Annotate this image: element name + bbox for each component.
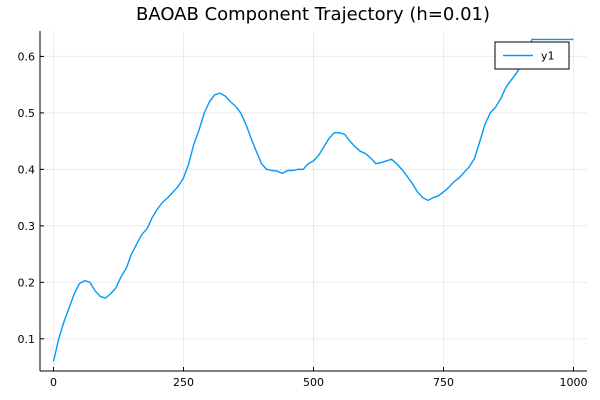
y-tick-label: 0.2 [18,276,36,289]
x-tick-label: 750 [433,376,454,389]
y-tick-label: 0.5 [18,107,36,120]
x-tick-label: 1000 [559,376,587,389]
x-tick-label: 500 [303,376,324,389]
chart-title: BAOAB Component Trajectory (h=0.01) [136,4,490,25]
x-tick-label: 250 [173,376,194,389]
series-layer [52,38,574,362]
ticks: 0 250 500 750 1000 0.1 0.2 0.3 0.4 0.5 0.6 [18,50,588,389]
y-tick-label: 0.3 [18,220,36,233]
y-tick-label: 0.4 [18,163,36,176]
plot-area [40,31,587,371]
grid [40,31,587,371]
y-tick-label: 0.6 [18,50,36,63]
legend-label: y1 [541,50,555,63]
series-line-y1 [52,38,574,362]
legend: y1 [494,41,570,70]
x-tick-label: 0 [50,376,57,389]
y-tick-label: 0.1 [18,333,36,346]
